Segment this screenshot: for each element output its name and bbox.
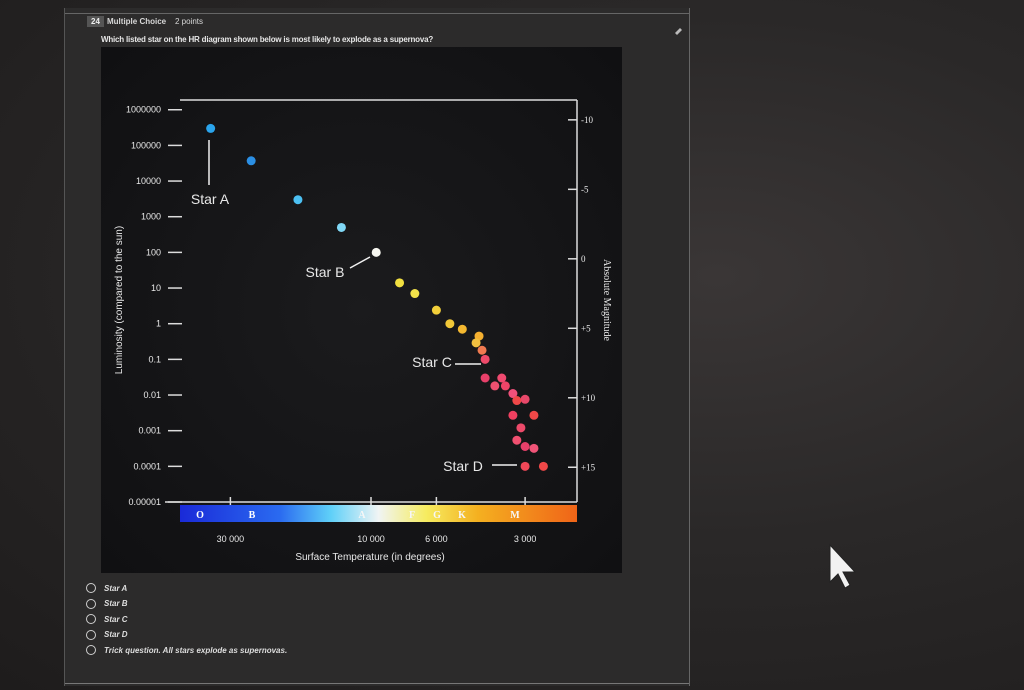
star-point xyxy=(516,423,526,433)
question-number: 24 xyxy=(87,16,104,27)
mouse-cursor xyxy=(829,543,857,589)
star-point xyxy=(480,373,490,383)
answer-option[interactable]: Star C xyxy=(86,614,128,624)
answer-option[interactable]: Star B xyxy=(86,598,128,609)
y-tick-label: 0.00001 xyxy=(128,497,161,507)
y-axis-title: Luminosity (compared to the sun) xyxy=(114,226,125,374)
spectral-class: G xyxy=(433,510,441,521)
star-point xyxy=(508,410,518,420)
option-label[interactable]: Star B xyxy=(104,599,128,608)
y-tick-label: 1 xyxy=(156,319,161,329)
hr-diagram: Luminosity (compared to the sun) Absolut… xyxy=(101,47,622,573)
radio-button[interactable] xyxy=(86,598,96,609)
spectral-bar xyxy=(180,505,577,522)
figure-background xyxy=(101,47,622,573)
x-tick-label: 6 000 xyxy=(425,534,448,544)
spectral-class: B xyxy=(249,510,256,521)
star-point xyxy=(500,381,510,391)
y2-tick-label: +10 xyxy=(581,393,596,403)
annotation: Star D xyxy=(443,458,483,474)
star-point xyxy=(395,278,405,288)
radio-button[interactable] xyxy=(86,645,96,655)
star-point xyxy=(497,373,507,383)
star-point xyxy=(431,305,441,315)
radio-button[interactable] xyxy=(86,583,96,593)
spectral-class: O xyxy=(196,510,204,521)
question-text: Which listed star on the HR diagram show… xyxy=(101,35,434,44)
star-point xyxy=(293,195,303,205)
star-point xyxy=(480,354,490,364)
y-tick-label: 1000 xyxy=(141,212,161,222)
y2-tick-label: -5 xyxy=(581,184,589,194)
y-tick-label: 0.0001 xyxy=(133,461,161,471)
option-label[interactable]: Star C xyxy=(104,614,128,624)
annotation-line xyxy=(349,256,371,269)
y2-tick-label: -10 xyxy=(581,115,593,125)
radio-button[interactable] xyxy=(86,614,96,624)
option-label[interactable]: Star A xyxy=(104,583,128,593)
star-point xyxy=(512,435,522,445)
y2-tick-label: +5 xyxy=(581,323,591,333)
star-point xyxy=(445,319,455,329)
star-point xyxy=(474,331,484,341)
star-point xyxy=(520,442,530,452)
y-tick-label: 10 xyxy=(151,283,161,293)
x-axis-title: Surface Temperature (in degrees) xyxy=(295,552,444,563)
star-point xyxy=(520,461,530,471)
star-point xyxy=(508,389,518,399)
y-tick-label: 100000 xyxy=(131,140,161,150)
divider xyxy=(65,683,689,684)
y2-axis-title: Absolute Magnitude xyxy=(601,259,612,341)
spectral-class: M xyxy=(510,510,520,521)
y2-tick-label: +15 xyxy=(581,462,596,472)
x-tick-label: 30 000 xyxy=(217,534,245,544)
question-type: Multiple Choice xyxy=(107,17,167,26)
star-point xyxy=(529,410,539,420)
x-tick-label: 10 000 xyxy=(357,534,385,544)
star-point xyxy=(457,324,467,334)
answer-option[interactable]: Trick question. All stars explode as sup… xyxy=(86,645,287,655)
star-point xyxy=(246,156,256,166)
y-tick-label: 100 xyxy=(146,247,161,257)
answer-option[interactable]: Star A xyxy=(86,583,127,593)
x-tick-label: 3 000 xyxy=(514,534,537,544)
y-tick-label: 0.01 xyxy=(143,390,161,400)
spectral-class: K xyxy=(458,510,466,521)
answer-option[interactable]: Star D xyxy=(86,629,128,640)
divider xyxy=(65,13,689,14)
y2-tick-label: 0 xyxy=(581,254,586,264)
star-point xyxy=(471,338,481,348)
star-point xyxy=(336,222,346,232)
star-point xyxy=(538,461,548,471)
annotation: Star A xyxy=(191,191,230,207)
star-point xyxy=(371,247,381,257)
option-label[interactable]: Trick question. All stars explode as sup… xyxy=(104,645,288,655)
y-tick-label: 10000 xyxy=(136,176,161,186)
y-tick-label: 0.001 xyxy=(138,426,161,436)
option-label[interactable]: Star D xyxy=(104,630,128,639)
radio-button[interactable] xyxy=(86,629,96,640)
star-point xyxy=(490,381,500,391)
y-tick-label: 1000000 xyxy=(126,105,161,115)
spectral-class: F xyxy=(409,510,415,521)
star-point xyxy=(410,289,420,299)
star-point xyxy=(520,394,530,404)
annotation: Star C xyxy=(412,354,452,370)
question-points: 2 points xyxy=(175,17,204,26)
star-point xyxy=(206,123,216,133)
star-point xyxy=(477,345,487,355)
spectral-class: A xyxy=(358,510,366,521)
star-point xyxy=(529,443,539,453)
annotation: Star B xyxy=(306,264,345,280)
y-tick-label: 0.1 xyxy=(148,354,161,364)
star-point xyxy=(512,396,522,406)
